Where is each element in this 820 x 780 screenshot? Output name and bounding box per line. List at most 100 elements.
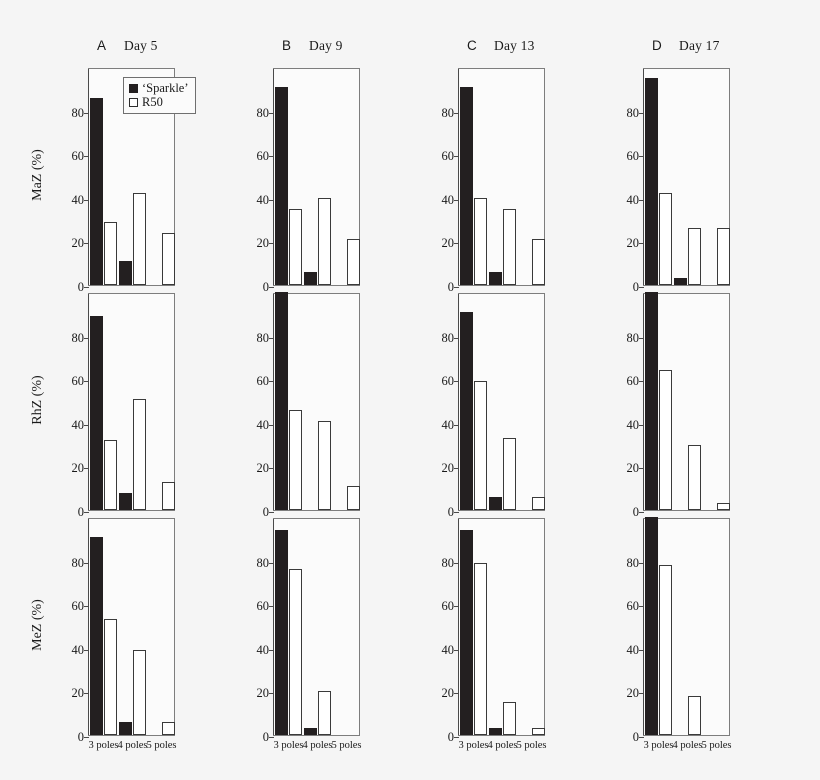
y-tick-label: 20 bbox=[441, 686, 455, 701]
bar-r50-4poles bbox=[317, 691, 331, 735]
y-tick-label: 80 bbox=[71, 555, 85, 570]
y-tick-mark bbox=[639, 737, 644, 738]
x-tick-label: 3 poles bbox=[273, 740, 304, 751]
bar-sparkle-3poles bbox=[90, 315, 103, 510]
legend-label-sparkle: ‘Sparkle’ bbox=[142, 81, 189, 95]
y-tick-mark bbox=[454, 381, 459, 383]
bar-r50-4poles bbox=[132, 398, 146, 510]
y-tick-label: 20 bbox=[626, 686, 640, 701]
bar-r50-3poles bbox=[473, 562, 487, 735]
bar-r50-4poles bbox=[687, 228, 701, 285]
y-tick-label: 80 bbox=[71, 330, 85, 345]
y-tick-label: 60 bbox=[256, 373, 270, 388]
bar-r50-3poles bbox=[658, 564, 672, 735]
panel-letter-B: B bbox=[282, 38, 292, 53]
plot-rhz-d: 0 20 40 60 80 bbox=[627, 292, 730, 518]
y-tick-label: 0 bbox=[77, 279, 84, 294]
bar-r50-5poles bbox=[161, 721, 175, 735]
y-tick-mark bbox=[84, 381, 89, 383]
y-tick-mark bbox=[454, 243, 459, 245]
y-tick-mark bbox=[639, 287, 644, 288]
bar-r50-4poles bbox=[687, 695, 701, 735]
y-tick-mark bbox=[639, 337, 644, 339]
y-tick-label: 20 bbox=[256, 686, 270, 701]
y-tick-label: 0 bbox=[262, 279, 269, 294]
y-tick-label: 40 bbox=[626, 192, 640, 207]
y-axis-line bbox=[643, 69, 644, 285]
row-axis-title-2: MeZ (%) bbox=[30, 599, 45, 651]
y-tick-label: 60 bbox=[256, 598, 270, 613]
y-tick-mark bbox=[269, 112, 274, 114]
y-tick-label: 60 bbox=[626, 148, 640, 163]
bar-r50-4poles bbox=[687, 444, 701, 510]
y-tick-mark bbox=[84, 424, 89, 426]
plot-rhz-a: 0 20 40 60 80 bbox=[72, 293, 175, 518]
y-tick-mark bbox=[269, 337, 274, 339]
plot-mez-d: 0 20 40 60 80 3 poles 4 poles 5 poles bbox=[627, 517, 732, 751]
bar-r50-5poles bbox=[161, 481, 175, 510]
bar-sparkle-3poles bbox=[275, 86, 288, 285]
y-axis-line bbox=[273, 69, 274, 285]
bar-r50-3poles bbox=[288, 208, 302, 285]
plot-area: 0 20 40 60 80 bbox=[72, 294, 175, 518]
y-tick-label: 20 bbox=[441, 236, 455, 251]
y-axis-line bbox=[458, 519, 459, 735]
y-tick-label: 40 bbox=[256, 417, 270, 432]
y-tick-mark bbox=[84, 156, 89, 158]
y-axis-line bbox=[88, 519, 89, 735]
y-tick-label: 60 bbox=[441, 148, 455, 163]
y-tick-mark bbox=[454, 693, 459, 695]
y-tick-label: 40 bbox=[71, 192, 85, 207]
y-tick-label: 40 bbox=[626, 642, 640, 657]
plot-mez-c: 0 20 40 60 80 3 poles 4 poles 5 poles bbox=[442, 518, 547, 751]
bar-r50-4poles bbox=[132, 649, 146, 735]
y-tick-mark bbox=[84, 693, 89, 695]
bar-r50-5poles bbox=[716, 228, 730, 285]
y-tick-label: 40 bbox=[256, 192, 270, 207]
plot-maz-a: 0 20 40 60 80 ‘Sparkle’ R50 bbox=[72, 68, 196, 293]
plot-area: 0 20 40 60 80 bbox=[442, 294, 545, 518]
x-tick-label: 3 poles bbox=[643, 740, 674, 751]
bar-sparkle-4poles bbox=[119, 492, 132, 510]
bar-r50-4poles bbox=[502, 438, 516, 510]
y-tick-label: 80 bbox=[626, 330, 640, 345]
bar-r50-3poles bbox=[288, 569, 302, 735]
y-tick-label: 0 bbox=[262, 729, 269, 744]
bar-sparkle-3poles bbox=[90, 97, 103, 285]
bar-sparkle-4poles bbox=[119, 721, 132, 735]
y-tick-mark bbox=[269, 468, 274, 470]
y-tick-mark bbox=[269, 381, 274, 383]
plot-area: 0 20 40 60 80 bbox=[257, 69, 360, 293]
bar-sparkle-3poles bbox=[645, 517, 658, 735]
y-tick-mark bbox=[639, 649, 644, 651]
bar-sparkle-4poles bbox=[489, 496, 502, 510]
y-tick-mark bbox=[639, 381, 644, 383]
bar-r50-5poles bbox=[346, 239, 360, 285]
bar-sparkle-3poles bbox=[460, 530, 473, 735]
y-tick-mark bbox=[269, 512, 274, 513]
plot-maz-c: 0 20 40 60 80 bbox=[442, 68, 545, 293]
bar-sparkle-4poles bbox=[674, 278, 687, 285]
y-tick-mark bbox=[454, 337, 459, 339]
y-tick-mark bbox=[639, 693, 644, 695]
y-tick-mark bbox=[84, 737, 89, 738]
bar-sparkle-3poles bbox=[460, 311, 473, 510]
bar-r50-5poles bbox=[161, 232, 175, 285]
y-tick-label: 20 bbox=[71, 236, 85, 251]
bar-r50-4poles bbox=[132, 193, 146, 285]
plot-area: 0 20 40 60 80 3 poles 4 poles 5 poles bbox=[627, 517, 732, 751]
y-tick-label: 60 bbox=[256, 148, 270, 163]
y-tick-label: 80 bbox=[626, 555, 640, 570]
y-tick-mark bbox=[639, 606, 644, 608]
panel-title-C: Day 13 bbox=[494, 38, 535, 53]
bar-r50-3poles bbox=[103, 619, 117, 735]
y-tick-mark bbox=[269, 606, 274, 608]
plot-maz-b: 0 20 40 60 80 bbox=[257, 68, 360, 293]
y-tick-mark bbox=[84, 512, 89, 513]
y-tick-label: 40 bbox=[441, 642, 455, 657]
bar-r50-4poles bbox=[502, 702, 516, 735]
bar-r50-5poles bbox=[531, 239, 545, 285]
y-tick-label: 60 bbox=[71, 373, 85, 388]
y-tick-mark bbox=[454, 562, 459, 564]
y-tick-label: 60 bbox=[71, 598, 85, 613]
